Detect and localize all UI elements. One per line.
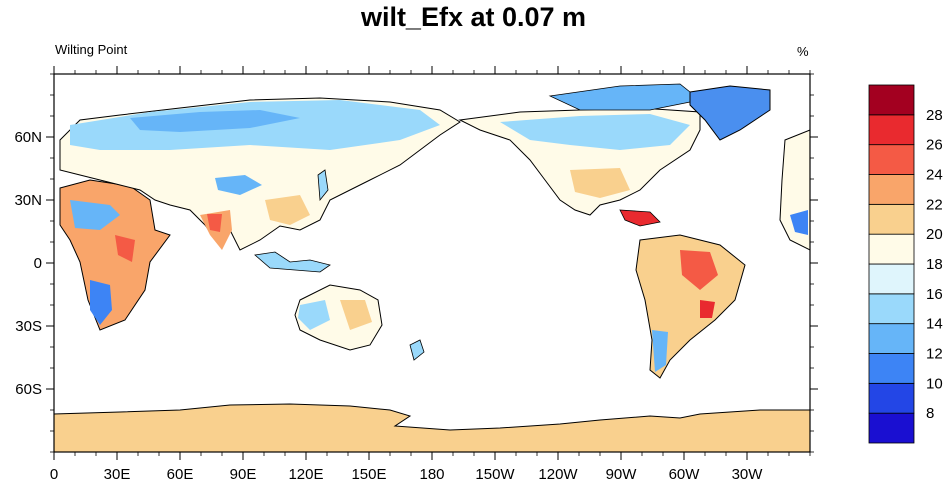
x-tick-label: 60W xyxy=(669,466,701,483)
x-tick-label: 30E xyxy=(104,466,131,483)
colorbar-segment xyxy=(868,382,915,414)
x-tick-label: 180 xyxy=(419,466,444,483)
x-axis-ticks: 0 30E 60E 90E 120E 150E 180 150W 120W 90W 60W 30W xyxy=(50,66,811,483)
japan xyxy=(317,169,329,202)
left-string: Wilting Point xyxy=(55,42,128,57)
y-tick-label: 30S xyxy=(15,318,42,335)
colorbar-segment xyxy=(868,263,915,295)
colorbar-label: 16 xyxy=(926,286,943,303)
colorbar-segment xyxy=(868,412,915,444)
antarctica xyxy=(53,403,811,453)
india-red xyxy=(207,214,222,232)
colorbar-segment xyxy=(868,174,915,205)
colorbar-segment xyxy=(868,323,915,354)
x-tick-label: 90W xyxy=(606,466,638,483)
colorbar-label: 26 xyxy=(926,137,943,154)
y-axis-ticks: 60N 30N 0 30S 60S xyxy=(14,73,818,453)
colorbar-segment xyxy=(868,293,915,325)
colorbar: 8 10 12 14 16 18 20 22 24 26 28 xyxy=(868,84,943,444)
patagonia-blue xyxy=(652,330,668,372)
colorbar-label: 14 xyxy=(926,316,943,333)
x-tick-label: 60E xyxy=(167,466,194,483)
colorbar-label: 12 xyxy=(926,346,943,363)
map-area xyxy=(53,73,811,453)
africa-blue xyxy=(70,200,120,230)
europe-right-blue xyxy=(790,210,808,235)
x-tick-label: 90E xyxy=(230,466,257,483)
colorbar-segment xyxy=(868,353,915,384)
y-tick-label: 30N xyxy=(14,192,42,209)
y-tick-label: 0 xyxy=(34,255,42,272)
colorbar-label: 10 xyxy=(926,375,943,392)
canada-blue xyxy=(500,114,690,150)
colorbar-label: 22 xyxy=(926,196,943,213)
colorbar-label: 28 xyxy=(926,107,943,124)
sea-islands xyxy=(254,251,331,273)
china-orange xyxy=(265,195,310,225)
colorbar-segment xyxy=(868,233,915,265)
brazil-red xyxy=(680,250,718,290)
africa-south-blue xyxy=(90,280,112,325)
y-tick-label: 60S xyxy=(15,381,42,398)
x-tick-label: 30W xyxy=(732,466,764,483)
us-orange xyxy=(570,168,630,198)
greenland xyxy=(689,85,771,141)
colorbar-label: 18 xyxy=(926,256,943,273)
x-tick-label: 120E xyxy=(288,466,323,483)
brazil-red-2 xyxy=(700,300,715,318)
australia-orange xyxy=(340,300,372,330)
units-label: % xyxy=(797,44,809,59)
chart-title: wilt_Efx at 0.07 m xyxy=(360,2,587,32)
colorbar-segment xyxy=(868,84,915,116)
new-zealand xyxy=(409,339,425,361)
x-tick-label: 120W xyxy=(538,466,578,483)
gulf-red xyxy=(619,209,661,227)
colorbar-segment xyxy=(868,144,915,175)
colorbar-label: 8 xyxy=(926,405,934,422)
australia-blue xyxy=(298,300,330,330)
y-tick-label: 60N xyxy=(14,129,42,146)
central-asia-blue xyxy=(215,175,262,195)
colorbar-segment xyxy=(868,114,915,146)
siberia-blue-dark xyxy=(130,110,300,132)
colorbar-segment xyxy=(868,203,915,235)
africa-red xyxy=(115,235,135,262)
x-tick-label: 0 xyxy=(50,466,58,483)
colorbar-label: 20 xyxy=(926,226,943,243)
colorbar-label: 24 xyxy=(926,167,943,184)
x-tick-label: 150E xyxy=(351,466,386,483)
x-tick-label: 150W xyxy=(475,466,515,483)
